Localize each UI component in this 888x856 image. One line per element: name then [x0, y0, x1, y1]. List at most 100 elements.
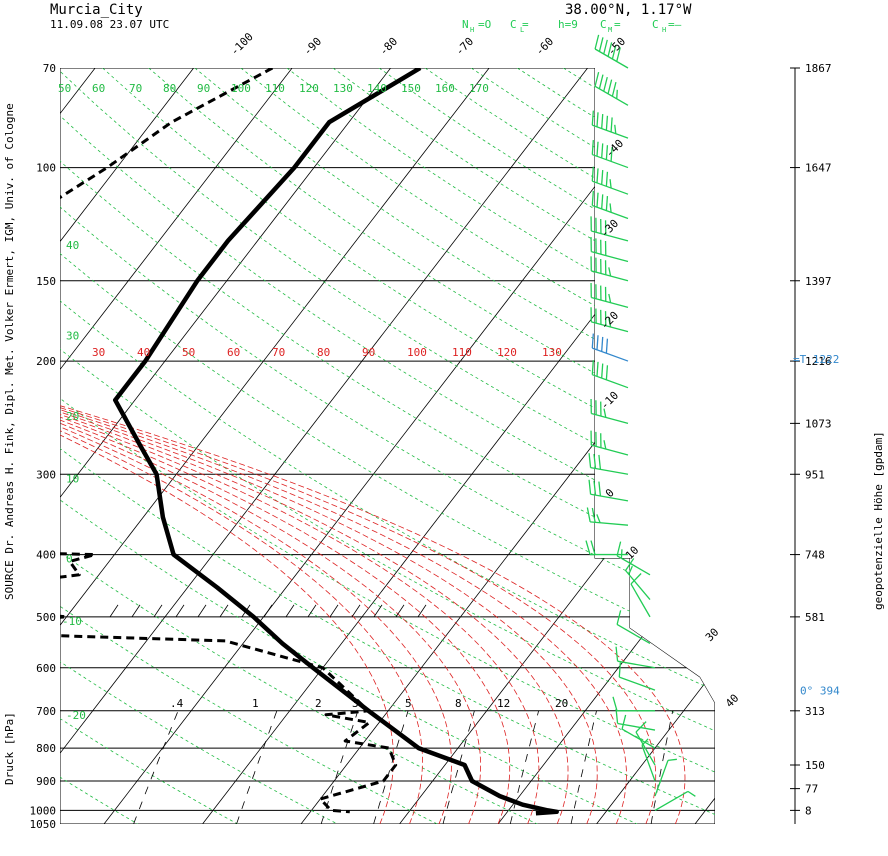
wind-barb-feather	[617, 542, 621, 556]
height-label: 1073	[805, 417, 832, 430]
dry-adiabat-label: 70	[129, 82, 142, 95]
wind-barb-feather	[599, 75, 603, 89]
height-label: 951	[805, 468, 825, 481]
dry-adiabat-side-label: 0	[66, 553, 73, 566]
dry-adiabat-side-label: -10	[62, 615, 82, 628]
freezing-level-label: 0° 394	[800, 684, 840, 697]
source-label: SOURCE Dr. Andreas H. Fink, Dipl. Met. V…	[3, 103, 16, 600]
wind-barb	[592, 167, 628, 195]
mixing-ratio-label: 20	[555, 697, 568, 710]
mixing-ratio-label: 8	[455, 697, 462, 710]
isotherm-label: -90	[301, 35, 324, 58]
cloud-code: C	[652, 18, 659, 31]
wind-barb-feather	[589, 453, 591, 467]
cloud-code: C	[600, 18, 607, 31]
wind-barb-shaft	[617, 624, 650, 643]
pressure-tick-label: 1050	[30, 818, 57, 831]
wind-barb-shaft	[592, 125, 628, 138]
wind-barb	[616, 647, 655, 668]
height-label: 313	[805, 705, 825, 718]
cloud-code: N	[462, 18, 469, 31]
pressure-tick-label: 600	[36, 662, 56, 675]
moist-adiabat-label: 30	[92, 346, 105, 359]
wind-barb-feather	[615, 125, 616, 134]
wind-barb-feather	[610, 179, 611, 188]
cloud-code-sub: H	[470, 26, 474, 34]
wind-barb-shaft	[590, 522, 628, 525]
height-label: 77	[805, 783, 818, 796]
hatch-mark	[264, 605, 272, 617]
wind-barb	[591, 237, 628, 261]
hatch-mark	[418, 605, 426, 617]
dry-adiabat-label: 150	[401, 82, 421, 95]
wind-barb-feather	[606, 339, 607, 354]
height-label: 1867	[805, 62, 832, 75]
wind-barb-feather	[602, 337, 603, 352]
wind-barb-feather	[592, 191, 593, 206]
height-label: 1647	[805, 162, 832, 175]
wind-barb-feather	[616, 647, 618, 661]
dry-adiabat-label: 160	[435, 82, 455, 95]
wind-barb	[592, 111, 628, 139]
wind-barb-feather	[606, 172, 607, 187]
hatch-mark	[132, 605, 140, 617]
cloud-code: h=9	[558, 18, 578, 31]
hatch-mark	[330, 605, 338, 617]
y-axis-label: Druck [hPa]	[3, 712, 16, 785]
dry-adiabat-side-label: 10	[66, 472, 79, 485]
wind-barb	[616, 709, 655, 730]
isotherm-label: 30	[703, 626, 722, 645]
dry-adiabat-label: 130	[333, 82, 353, 95]
wind-barb	[592, 191, 628, 219]
wind-barb-feather	[594, 481, 596, 495]
cloud-code: =O	[478, 18, 491, 31]
cloud-code-sub: M	[608, 26, 612, 34]
wind-barb-feather	[599, 37, 603, 51]
hatch-mark	[396, 605, 404, 617]
hatch-mark	[176, 605, 184, 617]
dry-adiabat-side-label: 20	[66, 410, 79, 423]
hatch-mark	[308, 605, 316, 617]
moist-adiabat-line	[0, 361, 481, 824]
wind-barb-feather	[668, 759, 677, 760]
cloud-code-sub: L	[520, 26, 524, 34]
wind-barb-feather	[629, 566, 633, 574]
dry-adiabat-label: 120	[299, 82, 319, 95]
moist-adiabat-label: 120	[497, 346, 517, 359]
dry-adiabat-label: 100	[231, 82, 251, 95]
pressure-tick-label: 500	[36, 611, 56, 624]
moist-adiabat-label: 70	[272, 346, 285, 359]
pressure-tick-label: 800	[36, 742, 56, 755]
wind-barb-feather	[591, 541, 595, 555]
wind-barb-feather	[595, 72, 599, 86]
wind-barb-shaft	[619, 677, 655, 690]
wind-barb-feather	[606, 116, 607, 131]
wind-barb-feather	[602, 114, 603, 129]
wind-barb-shaft	[618, 661, 655, 668]
wind-barb-feather	[602, 194, 603, 209]
pressure-tick-label: 100	[36, 162, 56, 175]
mixing-ratio-line	[134, 711, 179, 824]
pressure-tick-label: 900	[36, 775, 56, 788]
wind-barb-feather	[606, 196, 607, 211]
wind-barb-feather	[688, 791, 695, 796]
isotherm-label: -60	[533, 35, 556, 58]
mixing-ratio-label: 12	[497, 697, 510, 710]
mixing-ratio-label: .4	[170, 697, 184, 710]
moist-adiabat-line	[0, 361, 539, 824]
wind-barb-feather	[597, 193, 598, 208]
mixing-ratio-line	[237, 711, 277, 824]
mixing-ratio-label: 3	[352, 697, 359, 710]
station-location: 38.00°N, 1.17°W	[565, 2, 692, 18]
wind-barb-feather	[617, 610, 621, 624]
wind-barb-shaft	[592, 375, 628, 388]
chart-labels: 7010015020030040050060070080090010001050…	[30, 18, 841, 831]
height-label: 581	[805, 611, 825, 624]
wind-barb	[591, 283, 628, 307]
isotherm-label: -70	[453, 35, 476, 58]
hatch-mark	[374, 605, 382, 617]
isotherm-label: -30	[598, 217, 621, 240]
moist-adiabat-line	[0, 361, 627, 824]
wind-barb-shaft	[591, 414, 628, 424]
